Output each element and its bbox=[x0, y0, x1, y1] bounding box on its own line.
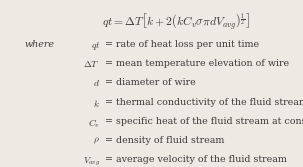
Text: $\Delta T$: $\Delta T$ bbox=[83, 59, 100, 69]
Text: $k$: $k$ bbox=[93, 98, 100, 109]
Text: $d$: $d$ bbox=[93, 78, 100, 89]
Text: where: where bbox=[24, 40, 54, 49]
Text: $qt = \Delta T\left[k + 2\left(kC_v\sigma\pi d V_{avg}\right)^{\frac{1}{2}}\righ: $qt = \Delta T\left[k + 2\left(kC_v\sigm… bbox=[102, 12, 250, 33]
Text: = average velocity of the fluid stream: = average velocity of the fluid stream bbox=[105, 155, 286, 164]
Text: = thermal conductivity of the fluid stream: = thermal conductivity of the fluid stre… bbox=[105, 98, 303, 107]
Text: = rate of heat loss per unit time: = rate of heat loss per unit time bbox=[105, 40, 259, 49]
Text: $\rho$: $\rho$ bbox=[93, 136, 100, 146]
Text: = mean temperature elevation of wire: = mean temperature elevation of wire bbox=[105, 59, 289, 68]
Text: = diameter of wire: = diameter of wire bbox=[105, 78, 195, 88]
Text: $qt$: $qt$ bbox=[91, 40, 100, 52]
Text: = density of fluid stream: = density of fluid stream bbox=[105, 136, 224, 145]
Text: = specific heat of the fluid stream at constant volume: = specific heat of the fluid stream at c… bbox=[105, 117, 303, 126]
Text: $V_{avg}$: $V_{avg}$ bbox=[83, 155, 100, 167]
Text: $C_v$: $C_v$ bbox=[88, 117, 100, 129]
